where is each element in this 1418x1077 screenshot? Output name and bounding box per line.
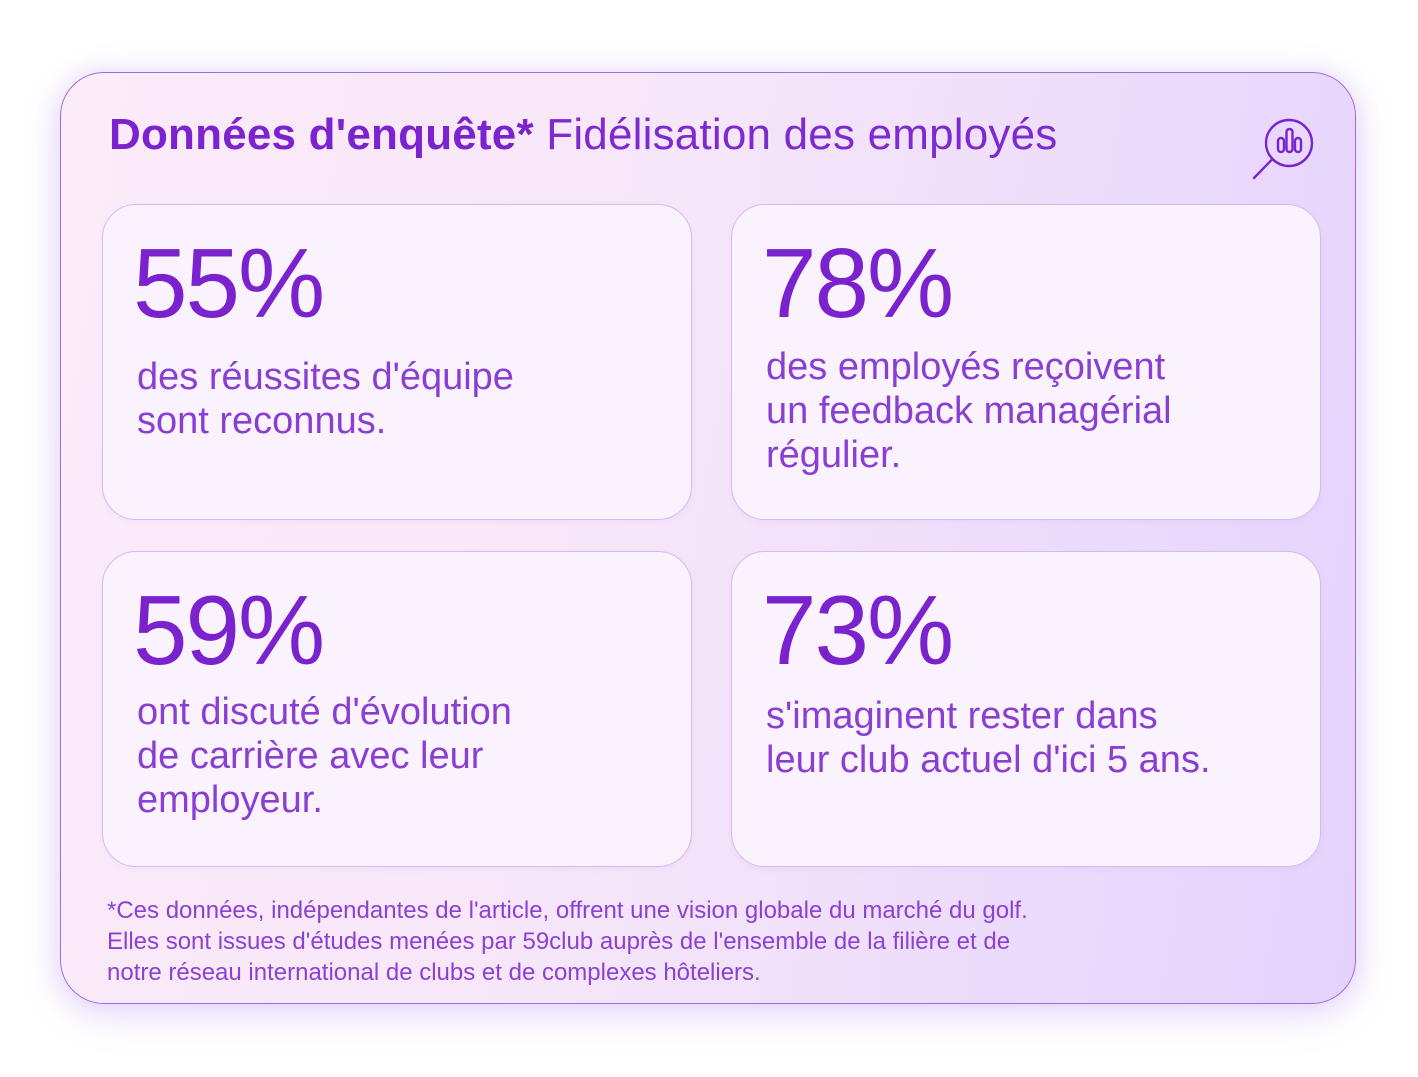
stat-card: 73% s'imaginent rester dans leur club ac… (731, 551, 1321, 867)
stat-value: 78% (762, 228, 954, 338)
description-line: régulier. (766, 434, 902, 476)
stat-description: des réussites d'équipe sont reconnus. (137, 355, 677, 443)
footnote-line: Elles sont issues d'études menées par 59… (107, 928, 1011, 955)
stat-value: 55% (133, 228, 325, 338)
footnote-line: notre réseau international de clubs et d… (107, 959, 761, 986)
stat-description: s'imaginent rester dans leur club actuel… (766, 694, 1306, 782)
footnote-line: *Ces données, indépendantes de l'article… (107, 897, 1028, 924)
stat-card: 55% des réussites d'équipe sont reconnus… (102, 204, 692, 520)
stat-description: ont discuté d'évolution de carrière avec… (137, 690, 677, 822)
description-line: de carrière avec leur (137, 735, 484, 777)
footnote: *Ces données, indépendantes de l'article… (107, 895, 1327, 988)
stat-value: 73% (762, 575, 954, 685)
panel-title: Données d'enquête* Fidélisation des empl… (109, 107, 1058, 163)
description-line: leur club actuel d'ici 5 ans. (766, 739, 1211, 781)
title-bold: Données d'enquête* (109, 110, 534, 159)
stat-card: 59% ont discuté d'évolution de carrière … (102, 551, 692, 867)
description-line: des employés reçoivent (766, 346, 1166, 388)
description-line: employeur. (137, 779, 323, 821)
description-line: ont discuté d'évolution (137, 691, 512, 733)
magnifier-bar-chart-icon (1251, 115, 1317, 181)
stat-description: des employés reçoivent un feedback manag… (766, 345, 1306, 477)
description-line: un feedback managérial (766, 390, 1172, 432)
stat-card: 78% des employés reçoivent un feedback m… (731, 204, 1321, 520)
description-line: des réussites d'équipe (137, 356, 514, 398)
description-line: sont reconnus. (137, 400, 387, 442)
description-line: s'imaginent rester dans (766, 695, 1158, 737)
stat-value: 59% (133, 575, 325, 685)
title-subtitle: Fidélisation des employés (546, 110, 1058, 159)
survey-panel: Données d'enquête* Fidélisation des empl… (60, 72, 1356, 1004)
